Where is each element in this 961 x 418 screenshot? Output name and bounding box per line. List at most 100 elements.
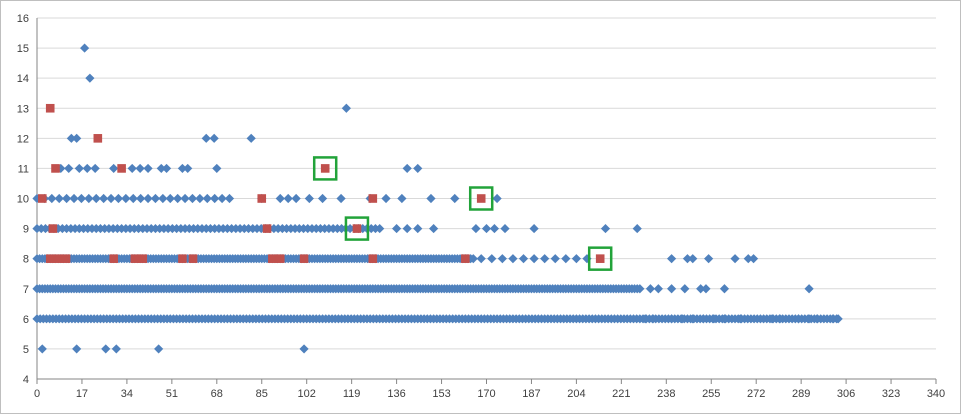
diamond-point: [64, 163, 74, 174]
y-tick-label: 4: [23, 374, 29, 386]
square-point: [595, 254, 605, 263]
diamond-point: [85, 73, 95, 83]
diamond-point: [487, 254, 497, 264]
diamond-point: [471, 223, 481, 234]
diamond-point: [74, 163, 84, 174]
square-point: [188, 254, 198, 263]
diamond-point: [283, 193, 293, 204]
diamond-point: [677, 314, 687, 324]
diamond-point: [648, 314, 658, 324]
axes: 4 5 6 7 8 9 10 11 12 13 14 15 16 0 17 34 51 68 85 102 119 136…: [17, 13, 945, 400]
square-point: [352, 224, 362, 233]
diamond-point: [91, 193, 101, 204]
square-point: [257, 194, 267, 203]
diamond-point: [735, 314, 745, 324]
square-point: [109, 254, 118, 263]
diamond-point: [748, 254, 759, 264]
diamond-point: [84, 193, 94, 204]
diamond-point: [571, 254, 581, 264]
diamond-point: [698, 314, 708, 324]
square-point: [61, 254, 71, 263]
diamond-point: [632, 223, 642, 234]
y-tick-label: 15: [17, 43, 29, 55]
diamond-point: [682, 254, 693, 264]
y-tick-label: 10: [17, 194, 29, 206]
diamond-point: [402, 223, 412, 234]
diamond-point: [143, 163, 153, 174]
diamond-point: [640, 314, 650, 324]
square-point: [476, 194, 486, 203]
diamond-point: [508, 254, 518, 264]
x-tick-label: 0: [34, 388, 40, 400]
diamond-point: [128, 193, 138, 204]
diamond-point: [476, 254, 486, 264]
diamond-point: [600, 223, 611, 234]
square-point: [178, 254, 187, 263]
y-tick-label: 11: [18, 163, 29, 175]
highlight-box: [312, 156, 338, 181]
diamond-point: [743, 254, 753, 264]
diamond-point: [224, 193, 235, 204]
diamond-point: [212, 163, 222, 174]
diamond-point: [645, 284, 656, 294]
y-tick-label: 5: [23, 344, 29, 356]
diamond-point: [688, 254, 698, 264]
square-point: [275, 254, 285, 263]
x-tick-label: 34: [121, 388, 133, 400]
diamond-point: [518, 254, 529, 264]
square-point: [320, 164, 330, 173]
square-point: [262, 224, 272, 233]
x-tick-label: 306: [837, 388, 855, 400]
y-tick-label: 8: [23, 254, 29, 266]
diamond-point: [275, 193, 285, 204]
diamond-point: [136, 193, 146, 204]
diamond-point: [381, 193, 391, 204]
square-point: [48, 224, 58, 233]
diamond-point: [500, 223, 510, 234]
diamond-point: [529, 223, 539, 234]
diamond-point: [336, 193, 346, 204]
y-tick-label: 13: [17, 103, 29, 115]
diamond-point: [497, 254, 507, 264]
diamond-point: [397, 193, 407, 204]
diamond-point: [666, 284, 677, 294]
square-point: [117, 164, 126, 173]
diamond-point: [183, 163, 193, 174]
diamond-point: [653, 284, 663, 294]
diamond-point: [165, 193, 175, 204]
square-point: [45, 103, 55, 113]
diamond-point: [529, 254, 539, 264]
diamond-point: [54, 193, 64, 204]
square-point: [37, 194, 47, 203]
x-tick-label: 204: [567, 388, 585, 400]
diamond-point: [143, 193, 153, 204]
diamond-point: [72, 133, 82, 143]
diamond-point: [154, 344, 164, 354]
diamond-point: [127, 163, 137, 174]
y-tick-label: 12: [17, 133, 29, 145]
diamond-point: [582, 254, 592, 264]
diamond-point: [793, 314, 804, 324]
diamond-point: [72, 344, 82, 354]
diamond-point: [719, 284, 730, 294]
diamond-point: [775, 314, 785, 324]
y-tick-label: 7: [23, 284, 29, 296]
diamond-point: [489, 223, 500, 234]
diamond-point: [195, 193, 205, 204]
highlight-box: [587, 246, 613, 271]
diamond-point: [666, 254, 677, 264]
x-tick-label: 187: [522, 388, 540, 400]
diamond-point: [291, 193, 301, 204]
diamond-point: [666, 314, 677, 324]
diamond-point: [767, 314, 777, 324]
diamond-point: [62, 193, 72, 204]
diamond-point: [719, 314, 730, 324]
diamond-point: [701, 284, 711, 294]
x-tick-label: 119: [343, 388, 361, 400]
x-tick-label: 170: [477, 388, 495, 400]
diamond-point: [426, 193, 436, 204]
diamond-point: [804, 284, 814, 294]
diamond-point: [158, 193, 168, 204]
diamond-point: [833, 314, 843, 324]
